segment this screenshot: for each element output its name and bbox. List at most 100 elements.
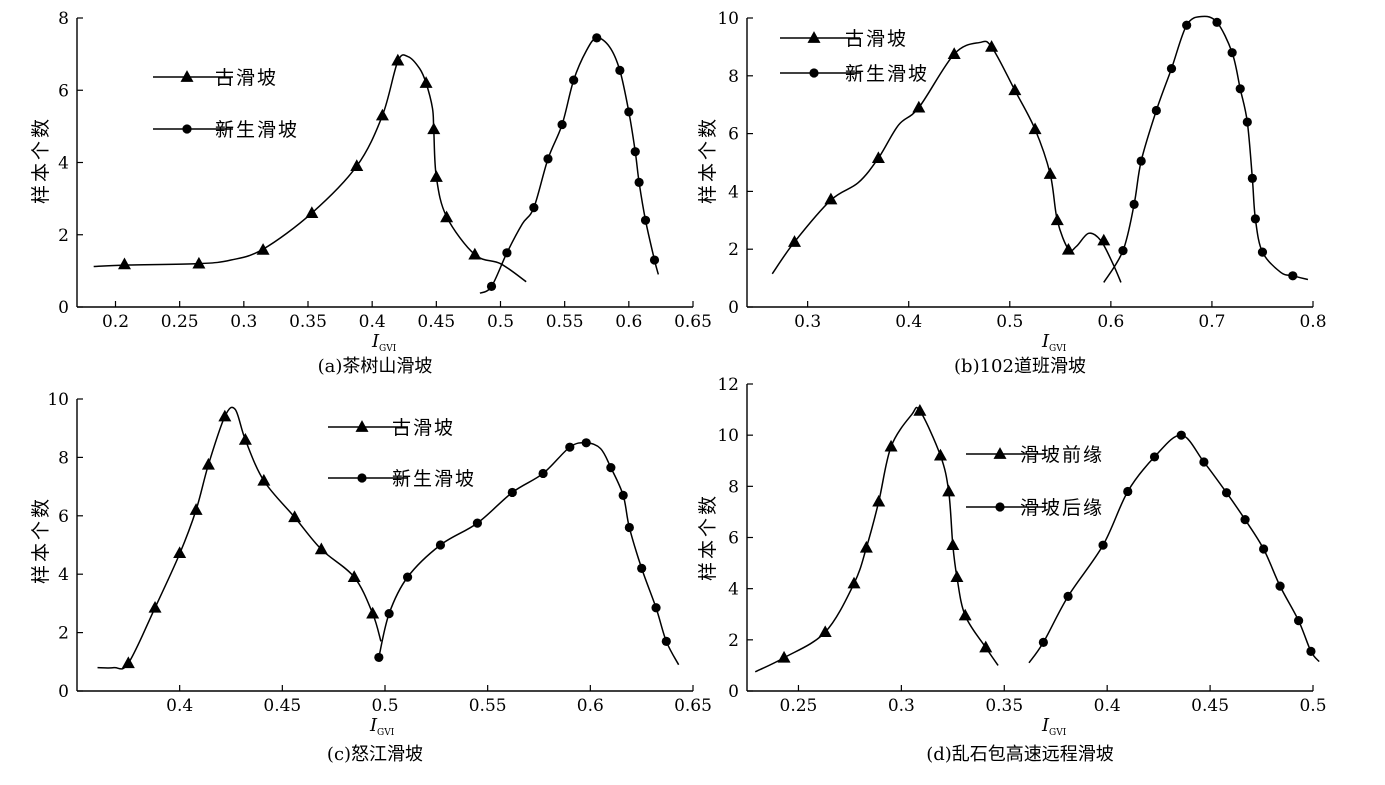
data-point-circle — [624, 107, 634, 117]
data-point-circle — [543, 154, 553, 164]
subplot-caption: (b)102道班滑坡 — [954, 356, 1086, 377]
y-axis-label: 样本个数 — [697, 116, 719, 204]
y-tick-label: 0 — [58, 682, 69, 702]
data-point-circle — [615, 65, 625, 75]
x-tick-label: 0.45 — [263, 696, 301, 716]
data-point-circle — [1098, 540, 1108, 550]
data-point-triangle — [884, 439, 898, 452]
data-point-circle — [1275, 581, 1285, 591]
data-point-triangle — [818, 625, 832, 638]
y-tick-label: 10 — [717, 9, 739, 29]
data-point-triangle — [375, 108, 389, 121]
data-point-circle — [1250, 214, 1260, 224]
y-tick-label: 8 — [58, 448, 69, 468]
legend-entry: 新生滑坡 — [328, 468, 474, 490]
data-point-triangle — [1008, 83, 1022, 96]
data-point-circle — [640, 215, 651, 225]
series-circle — [479, 33, 660, 294]
data-point-triangle — [257, 473, 271, 486]
data-point-circle — [507, 487, 517, 498]
subplot-d: 0 2 4 6 8 10 12 0.25 0.3 0.35 0.4 0.45 0.5 样本个数 I GVI (d… — [697, 375, 1327, 765]
legend-circle-marker — [995, 502, 1005, 512]
x-tick-label: 0.45 — [1191, 696, 1229, 716]
y-tick-label: 6 — [58, 81, 69, 101]
y-tick-label: 10 — [717, 426, 739, 446]
y-tick-label: 0 — [58, 298, 69, 318]
data-point-circle — [1288, 271, 1298, 281]
series-circle — [374, 438, 680, 666]
x-axis-label-subscript: GVI — [379, 344, 397, 354]
series-triangle — [771, 40, 1122, 283]
y-tick-label: 2 — [58, 226, 69, 246]
data-point-circle — [374, 652, 384, 663]
data-point-circle — [557, 119, 567, 130]
series-line — [771, 40, 1122, 283]
x-tick-label: 0.55 — [546, 312, 584, 332]
series-triangle — [97, 406, 382, 670]
data-point-triangle — [947, 47, 961, 59]
data-point-circle — [1235, 84, 1245, 94]
x-tick-label: 0.3 — [794, 312, 821, 332]
data-point-circle — [472, 518, 482, 528]
data-point-triangle — [429, 170, 443, 182]
subplot-caption: (d)乱石包高速远程滑坡 — [926, 744, 1114, 765]
data-point-triangle — [946, 538, 960, 551]
x-tick-label: 0.5 — [1299, 696, 1326, 716]
subplot-c: 0 2 4 6 8 10 0.4 0.45 0.5 0.55 0.6 0.65 样本个数 I GVI (c)怒… — [30, 390, 712, 765]
y-tick-label: 8 — [58, 9, 69, 29]
data-point-circle — [1129, 199, 1139, 210]
legend-label: 滑坡后缘 — [1020, 497, 1104, 519]
data-point-circle — [486, 281, 497, 292]
series-triangle — [93, 53, 527, 283]
data-point-circle — [384, 609, 394, 619]
series-circle — [1028, 430, 1320, 664]
data-point-circle — [538, 468, 548, 479]
data-point-circle — [1240, 514, 1250, 525]
y-tick-label: 4 — [58, 154, 69, 174]
data-point-circle — [1123, 486, 1133, 497]
data-point-triangle — [871, 151, 885, 164]
x-tick-label: 0.25 — [161, 312, 199, 332]
x-tick-label: 0.3 — [230, 312, 257, 332]
y-tick-label: 8 — [728, 477, 739, 497]
data-point-triangle — [985, 40, 999, 52]
series-line — [1103, 15, 1309, 283]
x-axis-label-subscript: GVI — [1049, 728, 1067, 738]
y-axis-label: 样本个数 — [697, 493, 719, 581]
legend-triangle-marker — [807, 31, 821, 43]
data-point-circle — [502, 248, 512, 258]
data-point-circle — [649, 255, 660, 265]
legend-label: 古滑坡 — [392, 417, 455, 439]
legend-entry: 古滑坡 — [153, 67, 276, 89]
subplot-b: 0 2 4 6 8 10 0.3 0.4 0.5 0.6 0.7 0.8 样本个数 I GVI (b)102道… — [697, 9, 1327, 377]
legend-entry: 新生滑坡 — [153, 119, 299, 141]
data-point-circle — [402, 572, 413, 582]
data-point-triangle — [859, 540, 873, 553]
data-point-triangle — [350, 159, 364, 171]
data-point-triangle — [912, 100, 926, 113]
legend-circle-marker — [357, 473, 367, 483]
legend-circle-marker — [182, 124, 192, 134]
x-axis-label: I — [369, 715, 378, 736]
x-tick-label: 0.7 — [1198, 312, 1225, 332]
x-tick-label: 0.4 — [1094, 696, 1121, 716]
x-tick-label: 0.5 — [487, 312, 514, 332]
data-point-circle — [1259, 544, 1269, 554]
data-point-circle — [1151, 105, 1161, 116]
data-point-circle — [529, 203, 539, 213]
legend-label: 新生滑坡 — [215, 119, 299, 141]
series-circle — [1103, 15, 1309, 283]
y-tick-label: 6 — [728, 125, 739, 145]
y-tick-label: 10 — [47, 390, 69, 410]
data-point-triangle — [958, 608, 972, 621]
y-tick-label: 0 — [728, 682, 739, 702]
x-tick-label: 0.2 — [102, 312, 129, 332]
data-point-triangle — [192, 256, 206, 269]
x-tick-label: 0.45 — [417, 312, 455, 332]
x-tick-label: 0.5 — [996, 312, 1023, 332]
y-tick-label: 4 — [58, 565, 69, 585]
x-tick-label: 0.8 — [1299, 312, 1326, 332]
legend-label: 新生滑坡 — [845, 63, 929, 85]
data-point-triangle — [148, 600, 162, 613]
